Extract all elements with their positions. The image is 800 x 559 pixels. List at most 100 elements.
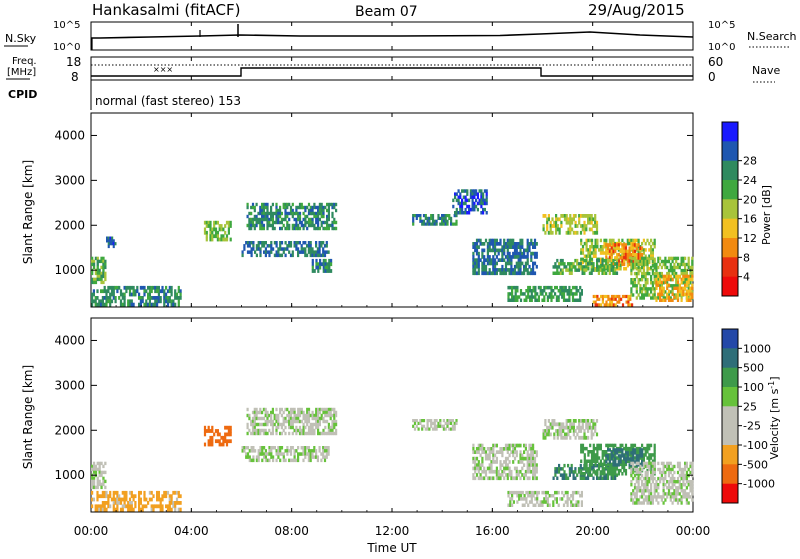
heatmap-cell (598, 465, 601, 470)
heatmap-cell (644, 476, 647, 481)
heatmap-cell (651, 453, 654, 457)
heatmap-cell (469, 195, 472, 199)
heatmap-cell (641, 467, 644, 472)
heatmap-cell (96, 504, 99, 509)
heatmap-cell (477, 251, 480, 256)
heatmap-cell (297, 446, 300, 450)
heatmap-cell (555, 220, 558, 225)
heatmap-cell (508, 258, 511, 262)
heatmap-cell (306, 214, 309, 219)
heatmap-cell (630, 443, 633, 448)
heatmap-cell (628, 465, 631, 470)
heatmap-cell (477, 460, 480, 464)
heatmap-cell (624, 446, 628, 451)
heatmap-cell (577, 265, 581, 269)
heatmap-cell (295, 208, 298, 213)
heatmap-cell (488, 466, 491, 471)
heatmap-cell (539, 292, 542, 296)
heatmap-cell (163, 296, 166, 300)
date-title: 29/Aug/2015 (588, 1, 685, 19)
heatmap-cell (255, 410, 258, 415)
heatmap-cell (475, 192, 478, 196)
heatmap-cell (253, 208, 256, 213)
heatmap-cell (259, 220, 262, 225)
heatmap-cell (462, 201, 465, 206)
heatmap-cell (306, 416, 309, 421)
heatmap-cell (327, 428, 330, 433)
heatmap-cell (417, 421, 420, 425)
heatmap-cell (154, 504, 157, 509)
heatmap-cell (304, 446, 307, 450)
heatmap-cell (295, 449, 298, 453)
heatmap-cell (284, 226, 287, 231)
heatmap-cell (495, 271, 498, 276)
heatmap-cell (307, 458, 310, 463)
heatmap-cell (275, 211, 278, 216)
heatmap-cell (554, 262, 557, 266)
heatmap-cell (98, 277, 101, 282)
heatmap-cell (444, 427, 447, 431)
heatmap-cell (616, 267, 619, 271)
heatmap-cell (666, 265, 669, 270)
heatmap-cell (519, 268, 522, 272)
heatmap-cell (595, 230, 599, 235)
heatmap-cell (464, 201, 467, 206)
heatmap-cell (419, 421, 422, 425)
heatmap-cell (521, 245, 524, 249)
heatmap-cell (530, 490, 533, 495)
heatmap-cell (98, 271, 101, 276)
heatmap-cell (170, 507, 173, 512)
heatmap-cell (96, 277, 99, 282)
heatmap-cell (519, 476, 522, 481)
heatmap-cell (127, 285, 130, 290)
heatmap-cell (532, 466, 535, 471)
heatmap-cell (307, 419, 311, 424)
heatmap-cell (667, 464, 671, 469)
heatmap-cell (642, 489, 645, 493)
heatmap-cell (653, 467, 656, 472)
heatmap-cell (597, 271, 600, 275)
heatmap-cell (605, 476, 608, 480)
heatmap-cell (650, 248, 653, 252)
heatmap-cell (612, 249, 615, 254)
heatmap-cell (646, 287, 649, 291)
heatmap-cell (511, 490, 514, 495)
heatmap-cell (132, 289, 135, 294)
heatmap-cell (635, 480, 638, 484)
heatmap-cell (317, 262, 320, 267)
heatmap-cell (583, 432, 586, 437)
heatmap-cell (222, 442, 225, 447)
heatmap-cell (284, 202, 287, 207)
heatmap-cell (280, 422, 283, 427)
heatmap-cell (280, 407, 283, 412)
heatmap-cell (318, 410, 321, 415)
heatmap-cell (569, 422, 572, 427)
heatmap-cell (635, 467, 638, 472)
heatmap-cell (484, 450, 488, 454)
heatmap-cell (590, 456, 594, 460)
heatmap-cell (583, 254, 586, 258)
freq-left-tick-bottom: 8 (71, 70, 79, 84)
heatmap-cell (569, 217, 572, 222)
heatmap-cell (220, 442, 223, 447)
heatmap-cell (482, 198, 485, 203)
heatmap-cell (482, 195, 485, 199)
heatmap-cell (657, 278, 660, 282)
heatmap-cell (302, 410, 305, 415)
heatmap-cell (587, 214, 590, 218)
heatmap-cell (462, 195, 465, 199)
heatmap-cell (472, 466, 475, 471)
heatmap-cell (127, 501, 130, 505)
heatmap-cell (585, 465, 588, 470)
heatmap-cell (322, 455, 325, 459)
heatmap-cell (689, 483, 692, 487)
heatmap-cell (474, 248, 477, 253)
heatmap-cell (664, 262, 667, 267)
heatmap-cell (617, 238, 620, 243)
heatmap-cell (100, 494, 103, 499)
heatmap-cell (687, 483, 690, 487)
heatmap-cell (637, 483, 640, 487)
heatmap-cell (481, 264, 484, 269)
colorbar-tick-label: -500 (743, 458, 768, 471)
heatmap-cell (689, 275, 692, 279)
